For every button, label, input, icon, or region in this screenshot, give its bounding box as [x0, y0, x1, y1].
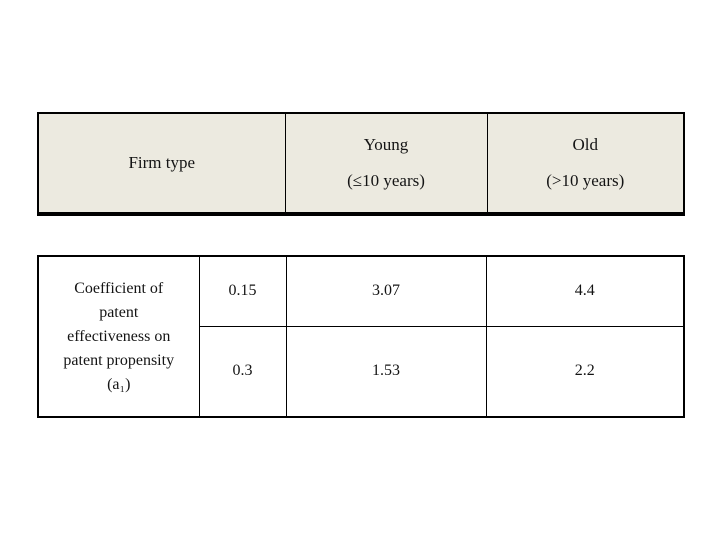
table-row: 0.3 1.53 2.2 — [38, 325, 685, 418]
table-row: Coefficient of patent effectiveness on p… — [37, 255, 685, 418]
firm-type-header-table: Firm type Young (≤10 years) Old (>10 yea… — [37, 112, 685, 216]
coefficient-value-015: 0.15 — [228, 282, 257, 300]
coefficient-value-cell-row1: 0.15 — [198, 255, 287, 327]
young-value-307: 3.07 — [372, 282, 400, 300]
coefficient-label-cell: Coefficient of patent effectiveness on p… — [37, 255, 200, 418]
young-value-cell-row2: 1.53 — [285, 325, 487, 418]
coefficient-value-03: 0.3 — [232, 362, 253, 380]
old-value-44: 4.4 — [574, 282, 595, 300]
firm-type-label: Firm type — [128, 153, 196, 172]
old-title: Old — [572, 135, 599, 154]
young-header-cell: Young (≤10 years) — [284, 112, 488, 215]
coefficient-label-line-3: effectiveness on — [67, 327, 171, 345]
firm-type-cell: Firm type — [37, 112, 286, 215]
young-value-153: 1.53 — [372, 362, 400, 380]
coefficient-label-line-2: patent — [99, 303, 139, 321]
header-row: Firm type Young (≤10 years) Old (>10 yea… — [37, 112, 685, 215]
old-age-range: (>10 years) — [546, 171, 625, 190]
young-age-range: (≤10 years) — [347, 171, 425, 190]
young-title: Young — [363, 135, 409, 154]
old-value-cell-row2: 2.2 — [485, 325, 685, 418]
coefficient-data-table: Coefficient of patent effectiveness on p… — [37, 255, 685, 418]
coefficient-label-line-4: patent propensity — [63, 351, 175, 369]
coefficient-value-cell-row2: 0.3 — [198, 325, 287, 418]
coefficient-label-line-5: (a₁) — [107, 375, 131, 393]
young-value-cell-row1: 3.07 — [285, 255, 487, 327]
old-value-cell-row1: 4.4 — [485, 255, 685, 327]
coefficient-label-line-1: Coefficient of — [74, 279, 164, 297]
old-header-cell: Old (>10 years) — [486, 112, 685, 215]
old-value-22: 2.2 — [574, 362, 595, 380]
